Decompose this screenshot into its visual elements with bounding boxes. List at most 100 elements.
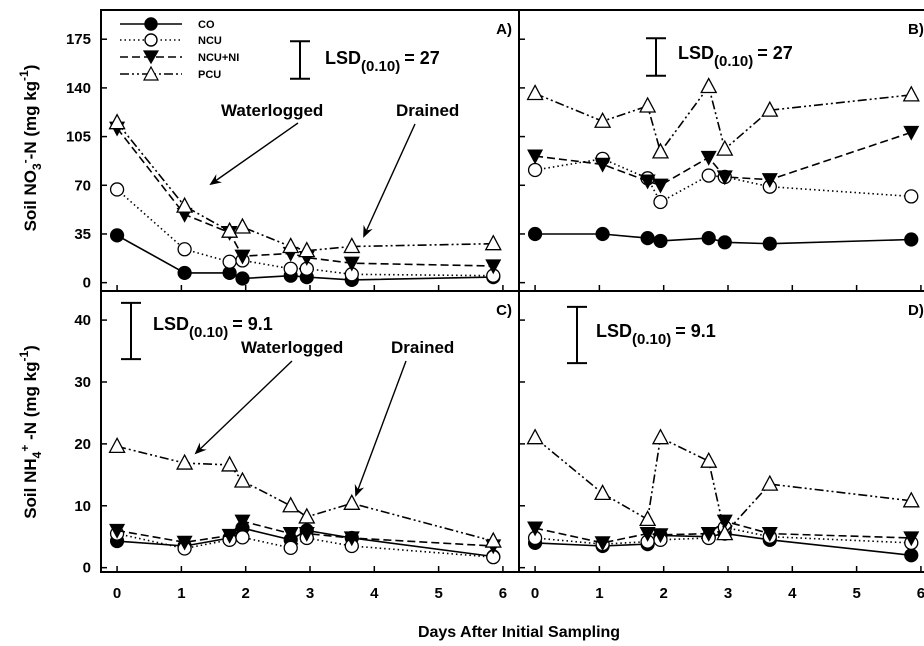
panel-d-xtick-label-6: 6 [917, 585, 924, 602]
panel-c-ytick-label-10: 10 [74, 498, 91, 515]
panel-a-series-co-line [116, 234, 494, 281]
lsd-c-word: LSD [153, 314, 189, 334]
panel-b-series-ncu-ni-point-6 [761, 173, 778, 188]
panel-a-ytick-label-0: 0 [83, 275, 91, 292]
panel-d-series-ncu-line [535, 526, 912, 545]
lsd-d-sub: (0.10) [632, 331, 671, 348]
panel-a-series-ncu-point-1 [177, 242, 192, 257]
panel-d-series-pcu-point-3 [651, 428, 670, 445]
panel-d-letter: D) [908, 302, 924, 319]
panel-a-series-ncu-ni-point-3 [234, 249, 251, 265]
lsd-b-word: LSD [678, 43, 714, 63]
panel-b-series-co-point-7 [904, 232, 919, 247]
ylabel-top-sub: 3 [30, 163, 44, 170]
panel-c-series-pcu-point-7 [484, 531, 502, 548]
panel-b-series-pcu-line [534, 84, 912, 154]
panel-b-series-co-point-5 [717, 235, 732, 250]
panel-c-series-pcu-point-2 [221, 455, 239, 472]
panel-a-series-co-point-3 [235, 271, 250, 286]
panel-a-series-pcu-point-4 [282, 237, 300, 254]
panel-c-letter: C) [496, 302, 512, 319]
panel-d-series-ncu-ni-point-4 [700, 527, 717, 542]
panel-b-series-ncu-ni-point-4 [700, 150, 717, 166]
ylabel-bottom-pre: Soil NH [21, 458, 40, 518]
panel-b-series-ncu-point-3 [653, 194, 668, 210]
panel-c-xtick-label-3: 3 [306, 585, 314, 602]
panel-a-annotation-waterlogged: Waterlogged [221, 101, 323, 120]
panel-b-series-ncu-ni-point-5 [716, 170, 733, 186]
panel-b-letter: B) [908, 21, 924, 38]
ylabel-bottom-sup: + [18, 445, 32, 452]
panel-b-series-pcu-point-2 [639, 96, 657, 113]
panel-d-series-ncu-ni-point-0 [527, 521, 544, 537]
legend-ncuni-marker [142, 50, 160, 65]
panel-c-series-ncu-ni-point-2 [221, 528, 238, 544]
legend-ncu-marker [144, 33, 158, 47]
panel-d-series-ncu-ni-point-6 [761, 527, 778, 542]
panel-a-series-ncu-ni-point-6 [343, 256, 360, 272]
panel-d-series-pcu-point-5 [716, 524, 734, 541]
panel-a-ytick-label-70: 70 [74, 177, 91, 194]
panel-a-series-ncu-point-4 [283, 261, 298, 276]
y-axis-title-nitrate: Soil NO3--N (mg kg-1) [17, 65, 44, 232]
panel-c-series-ncu-ni-point-5 [298, 527, 315, 542]
panel-d-series-ncu-ni-point-2 [639, 527, 656, 542]
panel-c-series-ncu-point-4 [283, 540, 298, 556]
panel-d-series-pcu-point-6 [761, 474, 779, 491]
panel-b-series-ncu-point-0 [527, 162, 543, 178]
panel-a-series-pcu-point-1 [176, 196, 194, 213]
panel-d-xtick-label-2: 2 [660, 585, 668, 602]
panel-b-series-pcu-point-0 [526, 84, 544, 101]
panel-a-ytick-label-35: 35 [74, 226, 91, 243]
panel-b-series-co-point-3 [653, 233, 668, 249]
panel-a-annotation-drained: Drained [396, 101, 459, 120]
panel-c-series-pcu-point-6 [343, 493, 361, 510]
ylabel-bottom-sup2: -1 [17, 351, 31, 362]
panel-c-xtick-label-4: 4 [370, 585, 379, 602]
panel-a-series-ncu-point-2 [222, 254, 237, 269]
panel-d-series-pcu-point-7 [902, 491, 920, 508]
panel-c-xtick-label-1: 1 [177, 585, 185, 602]
panel-a-lsd-label: LSD(0.10) = 27 [325, 48, 440, 75]
panel-c-series-pcu-point-1 [176, 453, 194, 470]
panel-b-series-co-line [535, 233, 912, 245]
lsd-d-value: = 9.1 [675, 321, 716, 341]
panel-a-series-pcu-point-0 [108, 113, 126, 130]
lsd-c-sub: (0.10) [189, 324, 228, 341]
panel-b-series-pcu-point-6 [761, 100, 779, 117]
panel-c-waterlogged-arrow [194, 360, 293, 455]
panel-c-series-ncu-point-3 [235, 530, 250, 545]
panel-b-series-ncu-ni-point-2 [639, 174, 656, 190]
panel-d-series-ncu-ni-point-1 [594, 536, 611, 552]
y-axis-title-ammonium: Soil NH4+ -N (mg kg-1) [17, 345, 44, 519]
panel-b-series-co-point-1 [595, 226, 610, 242]
panel-c-annotation-drained: Drained [391, 338, 454, 357]
panel-a-ytick-label-140: 140 [66, 80, 91, 97]
panel-c-series-pcu-point-3 [233, 471, 252, 488]
panel-a-series-pcu-point-6 [343, 237, 361, 254]
panel-b-series-co-point-2 [640, 231, 655, 246]
panel-a-series-ncu-point-0 [109, 182, 125, 197]
panel-a-series-pcu-point-2 [221, 221, 239, 238]
panel-b-series-ncu-point-7 [904, 189, 919, 204]
panel-a-series-ncu-ni-line [116, 127, 494, 267]
panel-a-drained-arrow [363, 123, 416, 238]
panel-c-drained-arrow [354, 360, 407, 497]
panel-a-series-ncu-ni-point-7 [485, 259, 502, 275]
legend-co-marker [144, 17, 158, 31]
panel-d-xtick-label-1: 1 [595, 585, 603, 602]
panel-d-series-pcu-line [534, 436, 912, 536]
lsd-b-value: = 27 [757, 43, 793, 63]
panel-b-series-co-point-0 [527, 226, 543, 242]
panel-c-ytick-label-40: 40 [74, 312, 91, 329]
legend-ncuni-label: NCU+NI [198, 52, 239, 64]
panel-c-series-ncu-ni-point-6 [343, 531, 360, 547]
panel-b-series-ncu-ni-point-3 [652, 178, 669, 194]
panel-b-series-ncu-point-4 [701, 168, 716, 183]
panel-d-series-ncu-ni-point-7 [903, 531, 920, 547]
panel-d-series-co-point-7 [904, 548, 919, 563]
panel-c-annotation-waterlogged: Waterlogged [241, 338, 343, 357]
panel-c-series-ncu-ni-point-1 [176, 535, 193, 551]
panel-a-series-pcu-point-3 [233, 217, 252, 234]
